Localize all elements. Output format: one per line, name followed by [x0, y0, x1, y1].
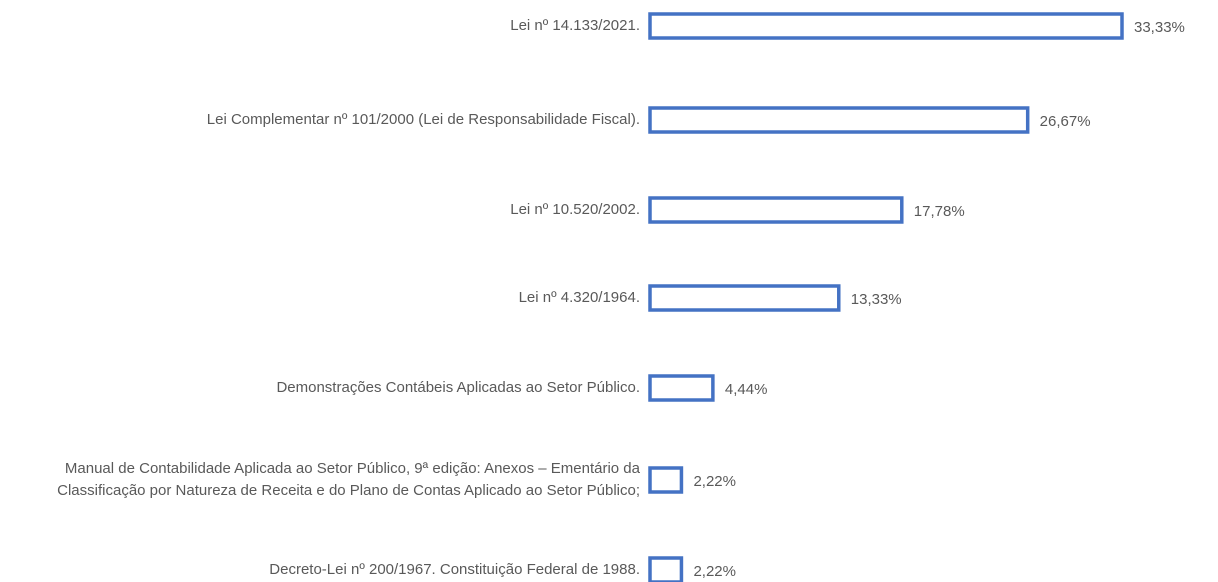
category-label: Decreto-Lei nº 200/1967. Constituição Fe…	[269, 561, 640, 578]
category-label: Lei Complementar nº 101/2000 (Lei de Res…	[206, 111, 640, 128]
value-label: 2,22%	[693, 473, 736, 490]
value-label: 4,44%	[725, 381, 768, 398]
bar	[648, 466, 684, 494]
category-label: Lei nº 14.133/2021.	[510, 17, 640, 34]
value-label: 26,67%	[1040, 113, 1091, 130]
bar	[648, 106, 1030, 134]
category-label: Lei nº 10.520/2002.	[510, 201, 640, 218]
value-label: 13,33%	[851, 291, 902, 308]
category-label: Lei nº 4.320/1964.	[518, 289, 640, 306]
value-label: 2,22%	[693, 563, 736, 580]
bar	[648, 284, 841, 312]
bar	[648, 374, 715, 402]
value-label: 33,33%	[1134, 19, 1185, 36]
value-label: 17,78%	[914, 203, 965, 220]
category-label: Manual de Contabilidade Aplicada ao Seto…	[57, 460, 640, 499]
category-label: Demonstrações Contábeis Aplicadas ao Set…	[276, 379, 640, 396]
bar	[648, 12, 1124, 40]
bar	[648, 556, 684, 582]
bar	[648, 196, 904, 224]
